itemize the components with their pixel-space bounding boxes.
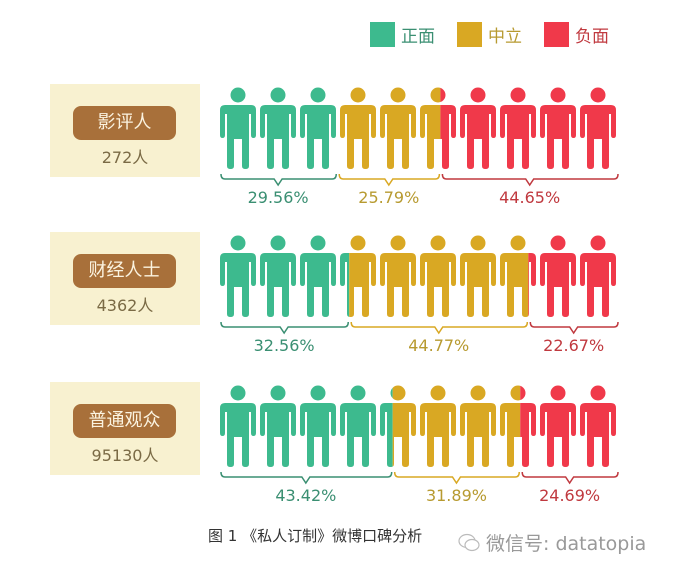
person-icon [540, 235, 576, 317]
segment-brackets [220, 471, 619, 485]
group-count: 272人 [101, 148, 149, 167]
pictogram [219, 235, 617, 317]
person-icon [500, 385, 536, 467]
legend-item: 中立 [457, 22, 522, 47]
group-label-box: 普通观众 95130人 [50, 382, 200, 475]
pct-neutral: 25.79% [358, 188, 420, 207]
person-icon [460, 385, 496, 467]
person-icon [300, 235, 336, 317]
person-icon [300, 385, 336, 467]
person-icon [340, 87, 376, 169]
legend-item: 负面 [544, 22, 609, 47]
group-count: 4362人 [96, 296, 154, 315]
legend-label: 中立 [488, 27, 522, 47]
person-icon [260, 385, 296, 467]
group-label-box: 影评人 272人 [50, 84, 200, 177]
segment-brackets [220, 173, 619, 187]
group-row: 影评人 272人 [0, 0, 680, 207]
legend: 正面 中立 负面 [370, 22, 631, 47]
person-icon [220, 235, 256, 317]
pictogram [219, 87, 617, 169]
group-name-pill: 影评人 [73, 106, 176, 140]
pct-negative: 24.69% [539, 486, 601, 505]
person-icon [540, 385, 576, 467]
group-count: 95130人 [91, 446, 159, 465]
person-icon [340, 235, 376, 317]
pct-neutral: 31.89% [425, 486, 487, 505]
person-icon [460, 87, 496, 169]
pct-positive: 43.42% [275, 486, 337, 505]
pct-positive: 32.56% [253, 336, 315, 355]
person-icon [260, 87, 296, 169]
person-icon [340, 385, 376, 467]
group-name-pill: 普通观众 [73, 404, 176, 438]
pct-positive: 29.56% [247, 188, 309, 207]
person-icon [540, 87, 576, 169]
group-row: 普通观众 95130人 [0, 0, 680, 505]
person-icon [580, 385, 616, 467]
figure-caption: 图 1 《私人订制》微博口碑分析 [208, 527, 423, 545]
legend-label: 正面 [401, 27, 435, 47]
legend-label: 负面 [575, 27, 609, 47]
person-icon [380, 87, 416, 169]
legend-swatch [370, 22, 395, 47]
legend-swatch [457, 22, 482, 47]
group-label-box: 财经人士 4362人 [50, 232, 200, 325]
person-icon [580, 87, 616, 169]
watermark-text: 微信号: datatopia [486, 533, 647, 555]
person-icon [460, 235, 496, 317]
person-icon [420, 235, 456, 317]
legend-swatch [544, 22, 569, 47]
pictogram [219, 385, 617, 467]
pct-negative: 44.65% [499, 188, 561, 207]
person-icon [500, 235, 536, 317]
group-name-pill: 财经人士 [73, 254, 176, 288]
pct-neutral: 44.77% [408, 336, 470, 355]
person-icon [420, 87, 456, 169]
group-row: 财经人士 4362人 [0, 0, 680, 355]
person-icon [220, 87, 256, 169]
segment-brackets [220, 321, 619, 335]
person-icon [500, 87, 536, 169]
person-icon [380, 235, 416, 317]
person-icon [220, 385, 256, 467]
person-icon [380, 385, 416, 467]
watermark: 微信号: datatopia [458, 529, 646, 556]
legend-item: 正面 [370, 22, 435, 47]
pct-negative: 22.67% [543, 336, 605, 355]
person-icon [420, 385, 456, 467]
person-icon [300, 87, 336, 169]
wechat-icon [458, 533, 480, 551]
person-icon [580, 235, 616, 317]
person-icon [260, 235, 296, 317]
